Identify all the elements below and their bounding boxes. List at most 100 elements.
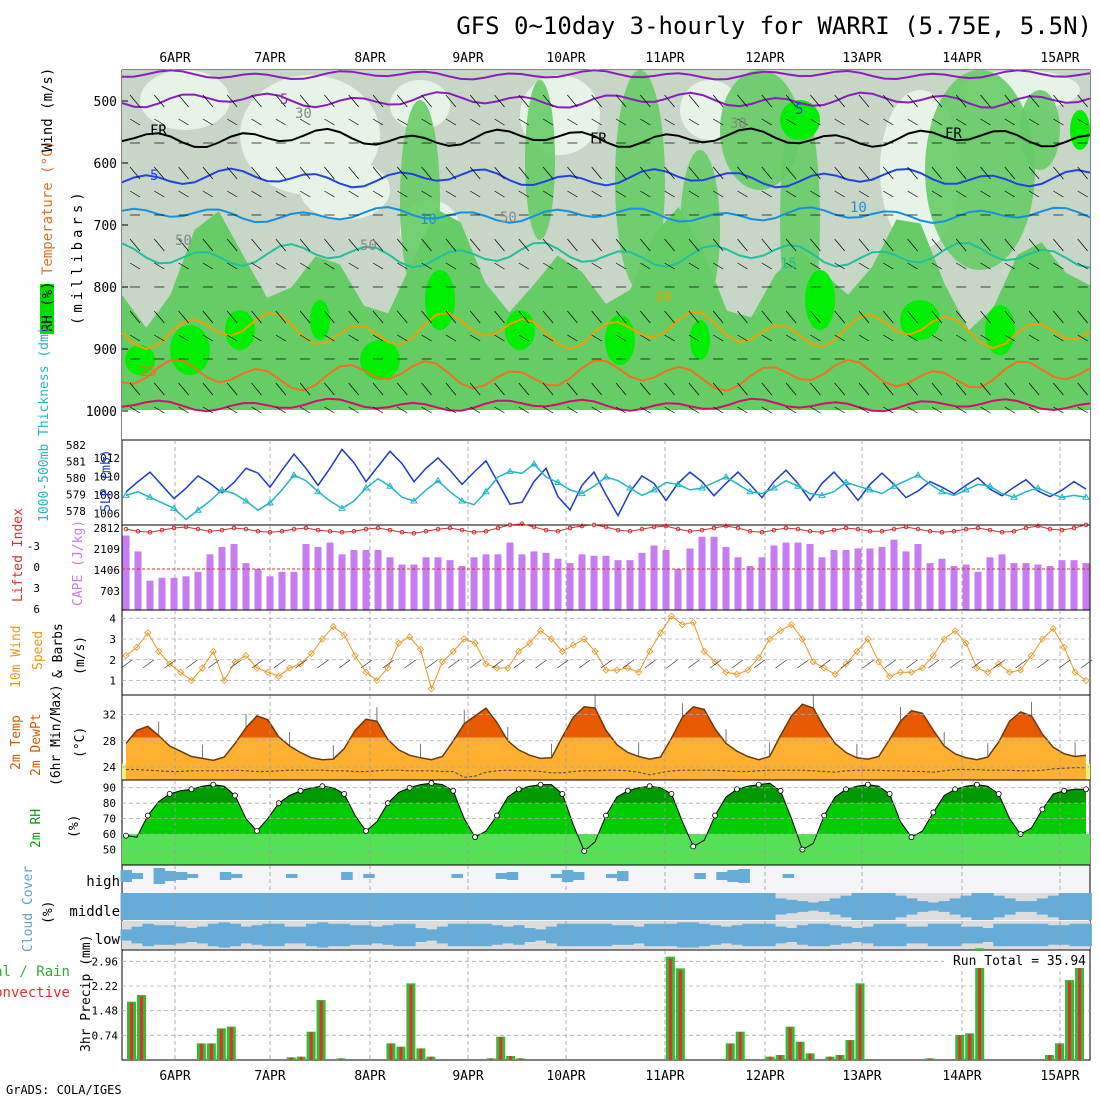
wind10-point-21 [351,652,359,660]
contour-labels: 5 FR FR FR 5 5 10 10 15 20 25 30 30 50 50 50 [140,92,962,380]
wind-barb-9-33 [931,310,943,324]
date-bottom-2: 8APR [354,1069,385,1084]
cloud-middle-30 [447,893,460,920]
wind10-point-84 [1038,635,1046,643]
wind-barb-6-20 [615,238,627,252]
wind10-point-70 [886,672,894,680]
cloud-middle-26 [404,893,416,920]
thickness-point-34 [530,460,538,467]
wind-barb-0-38 [1053,94,1064,108]
wind10-point-46 [624,664,632,672]
wind-barb-12-37 [1028,382,1040,396]
date-bottom-4: 10APR [546,1069,585,1084]
wind-barb-4-23 [688,190,700,198]
precip-panel: 0.74 1.48 2.22 2.96 tal / Rain Convective 3… [0,935,1091,1061]
precip-conv-bar-39 [519,1058,523,1060]
wind-barb-6-11 [397,238,408,252]
cloud-low-24 [382,925,394,945]
wind10-point-77 [962,639,970,647]
date-top-7: 13APR [842,51,881,66]
cloud-high-52 [694,873,706,879]
wind-barb-4-21 [640,190,651,198]
wind10-barb-80 [993,659,1005,669]
li-point-0 [123,526,129,532]
wind10-point-85 [1049,625,1057,633]
cloud-high-35 [506,872,519,880]
wind-barb-6-9 [348,238,359,252]
wind-barb-4-35 [980,190,991,198]
wind-barb-3-13 [445,166,457,180]
slp-frame [121,439,1091,526]
wind10-point-1 [133,643,141,651]
unit-wind10: (m/s) [73,636,88,675]
wind-barb-6-6 [275,238,287,252]
thickness-tick-579: 579 [66,489,86,502]
cloud-low-76 [949,923,961,947]
cloud-low-35 [502,926,514,944]
wind-barb-4-31 [883,190,894,198]
li-point-66 [915,526,921,532]
thickness-point-14 [290,471,298,478]
wind-barb-7-1 [154,262,165,270]
top-date-labels: 6APR 7APR 8APR 9APR 10APR 11APR 12APR 13APR 14AP… [159,51,1079,66]
wind10-barb-88 [1080,659,1093,669]
li-point-46 [675,526,681,532]
cloud-high-5 [175,872,188,880]
wind-barb-4-30 [858,190,870,198]
wind-barb-7-15 [494,262,505,270]
wind-barb-12-24 [712,382,724,396]
wind-barb-10-28 [810,334,821,342]
wind-barb-6-33 [931,238,943,252]
wind-barb-10-10 [372,334,384,342]
li-point-19 [351,528,357,534]
cloud-low-44 [600,923,612,947]
cape-bar-31 [494,554,502,610]
cloud-middle-47 [633,893,645,920]
li-point-36 [555,528,561,534]
precip-conv-bar-18 [309,1032,313,1060]
wind-barb-12-35 [980,382,991,396]
cloud-middle-27 [415,893,427,920]
wind-barb-13-4 [227,406,238,414]
wind-barb-9-26 [761,310,773,324]
temp-contour-6 [121,310,1091,351]
wind10-point-55 [722,668,730,676]
wind-barb-7-39 [1077,262,1088,270]
wind-barb-1-34 [956,118,967,126]
cloud-low-4 [164,925,176,945]
rh2m-grid: 50 60 70 80 90 [103,780,1090,865]
cloud-low-84 [1036,923,1049,947]
wind-barb-1-15 [494,118,505,126]
wind10-barb-2 [142,659,155,669]
cloud-middle-28 [426,893,438,920]
wind-barb-12-25 [737,382,748,396]
wind-barb-3-11 [397,166,408,180]
cloud-low-73 [916,926,929,944]
wind-barb-13-20 [615,406,627,414]
slp-tick-1008: 1008 [94,489,121,502]
wind-barb-3-15 [494,166,505,180]
precip-conv-bar-84 [968,1033,972,1060]
wind-barb-1-13 [445,118,457,126]
li-point-68 [939,529,945,535]
wind-barb-7-20 [615,262,627,270]
cloud-low-79 [982,928,994,942]
wind-barb-12-15 [494,382,505,396]
li-point-17 [327,528,333,534]
wind-barb-1-24 [713,118,724,126]
wind-barb-10-27 [785,334,797,342]
wind-barb-7-13 [445,262,457,270]
cloud-grid [174,865,1061,950]
wind10-barb-56 [731,659,744,669]
precip-conv-bar-19 [319,1001,323,1060]
wind-barb-6-12 [421,238,432,252]
cloud-middle-66 [840,895,852,918]
cloud-middle-46 [622,893,634,920]
li-point-51 [735,525,741,531]
wind-barb-6-31 [883,238,894,252]
wind-barb-7-35 [980,262,991,270]
cloud-middle-84 [1036,898,1049,915]
cape-bar-47 [686,548,694,610]
date-top-9: 15APR [1040,51,1079,66]
temp-contour-4 [121,206,1091,225]
